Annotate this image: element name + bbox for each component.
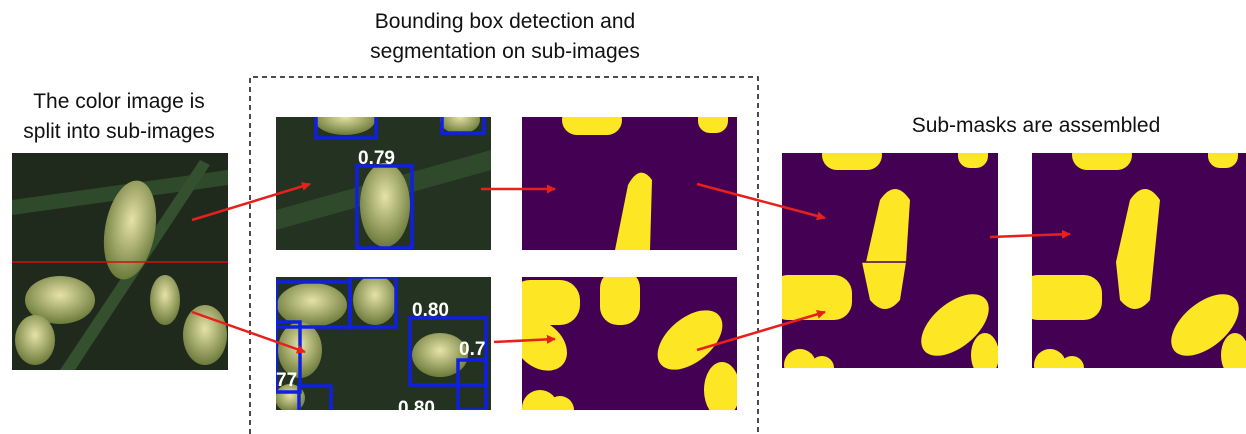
diagram: The color image is split into sub-images… (0, 0, 1246, 434)
sub-mask (522, 105, 737, 250)
assembled-mask (770, 140, 1000, 381)
score: 77 (276, 370, 297, 391)
center-title: Bounding box detection and (375, 10, 635, 33)
color-image (12, 153, 228, 370)
score: 0.80 (412, 300, 449, 321)
score: 0.7 (459, 339, 485, 360)
left-title: split into sub-images (23, 120, 214, 143)
center-title: segmentation on sub-images (370, 40, 640, 63)
score: 0.79 (358, 148, 395, 169)
left-title: The color image is (33, 90, 205, 113)
final-mask (1020, 140, 1246, 381)
detection-image (276, 105, 491, 250)
score: 0.80 (398, 398, 435, 419)
right-title: Sub-masks are assembled (912, 114, 1161, 137)
